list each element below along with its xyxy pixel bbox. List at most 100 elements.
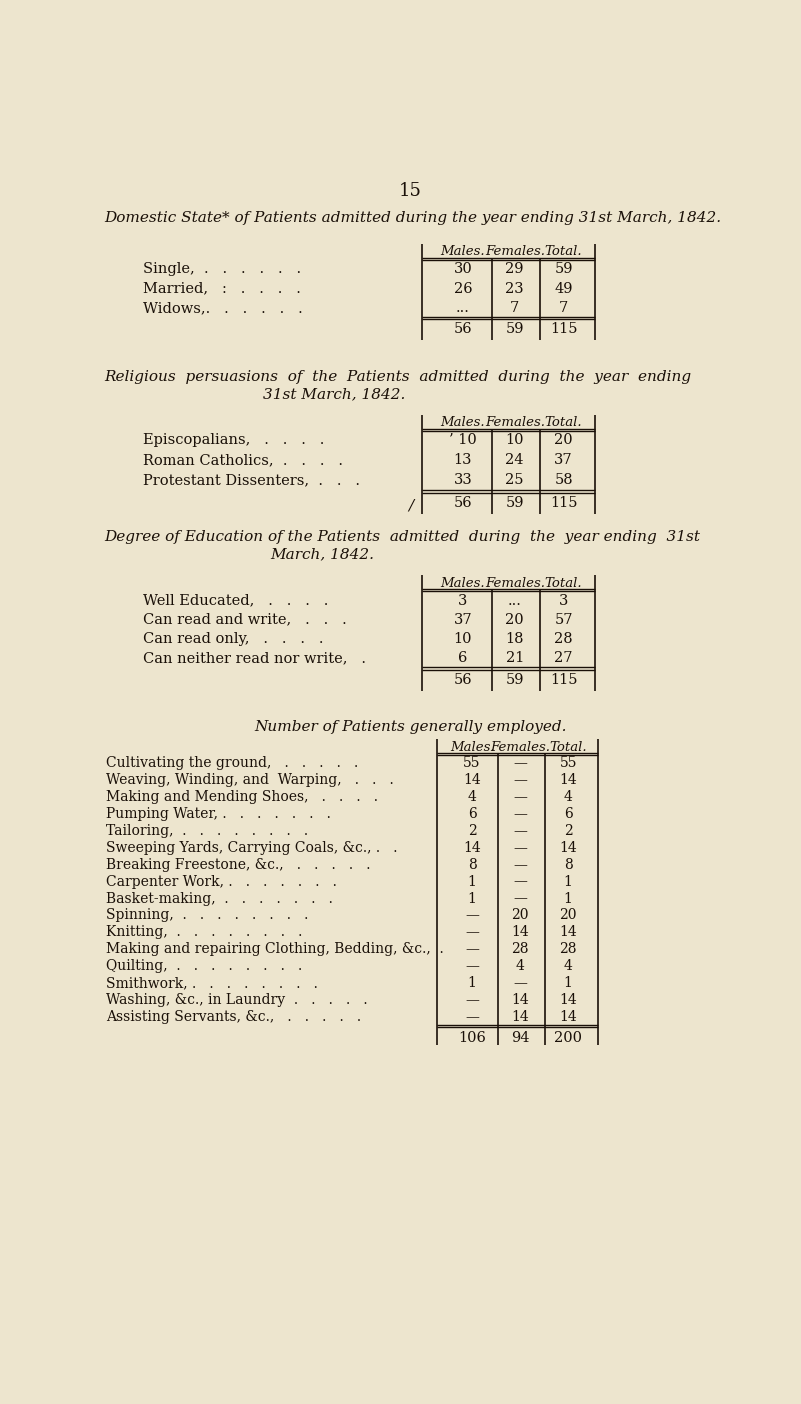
Text: Spinning,  .   .   .   .   .   .   .   .: Spinning, . . . . . . . .: [107, 908, 308, 922]
Text: Roman Catholics,  .   .   .   .: Roman Catholics, . . . .: [143, 453, 343, 468]
Text: Breaking Freestone, &c.,   .   .   .   .   .: Breaking Freestone, &c., . . . . .: [107, 858, 371, 872]
Text: 55: 55: [559, 755, 577, 769]
Text: Basket-making,  .   .   .   .   .   .   .: Basket-making, . . . . . . .: [107, 892, 333, 906]
Text: 28: 28: [559, 942, 577, 956]
Text: 1: 1: [468, 875, 477, 889]
Text: 4: 4: [516, 959, 525, 973]
Text: ...: ...: [456, 300, 469, 314]
Text: 20: 20: [554, 434, 573, 448]
Text: 2: 2: [564, 824, 573, 838]
Text: 115: 115: [549, 496, 578, 510]
Text: 8: 8: [468, 858, 477, 872]
Text: 115: 115: [549, 673, 578, 687]
Text: —: —: [513, 976, 527, 990]
Text: —: —: [465, 925, 479, 939]
Text: Females.: Females.: [490, 740, 550, 754]
Text: —: —: [513, 755, 527, 769]
Text: —: —: [513, 774, 527, 786]
Text: 6: 6: [564, 807, 573, 821]
Text: 1: 1: [564, 875, 573, 889]
Text: Domestic State* of Patients admitted during the year ending 31st March, 1842.: Domestic State* of Patients admitted dur…: [104, 211, 721, 225]
Text: Degree of Education of the Patients  admitted  during  the  year ending  31st: Degree of Education of the Patients admi…: [104, 531, 700, 545]
Text: Weaving, Winding, and  Warping,   .   .   .: Weaving, Winding, and Warping, . . .: [107, 774, 394, 786]
Text: —: —: [513, 807, 527, 821]
Text: 6: 6: [458, 651, 468, 665]
Text: 4: 4: [468, 790, 477, 804]
Text: —: —: [465, 942, 479, 956]
Text: —: —: [513, 875, 527, 889]
Text: /: /: [408, 498, 413, 512]
Text: 3: 3: [559, 594, 568, 608]
Text: 14: 14: [559, 925, 577, 939]
Text: Making and Mending Shoes,   .   .   .   .: Making and Mending Shoes, . . . .: [107, 790, 378, 804]
Text: —: —: [465, 908, 479, 922]
Text: 59: 59: [505, 323, 524, 337]
Text: 106: 106: [458, 1031, 486, 1045]
Text: Religious  persuasions  of  the  Patients  admitted  during  the  year  ending: Religious persuasions of the Patients ad…: [104, 371, 691, 385]
Text: 33: 33: [453, 473, 473, 487]
Text: Assisting Servants, &c.,   .   .   .   .   .: Assisting Servants, &c., . . . . .: [107, 1009, 361, 1024]
Text: 115: 115: [549, 323, 578, 337]
Text: 56: 56: [453, 323, 472, 337]
Text: Smithwork, .   .   .   .   .   .   .   .: Smithwork, . . . . . . . .: [107, 976, 318, 990]
Text: 200: 200: [554, 1031, 582, 1045]
Text: Males.: Males.: [450, 740, 494, 754]
Text: 55: 55: [463, 755, 481, 769]
Text: 27: 27: [554, 651, 573, 665]
Text: 37: 37: [554, 453, 573, 468]
Text: Carpenter Work, .   .   .   .   .   .   .: Carpenter Work, . . . . . . .: [107, 875, 337, 889]
Text: —: —: [513, 790, 527, 804]
Text: 2: 2: [468, 824, 477, 838]
Text: 15: 15: [399, 183, 421, 201]
Text: 20: 20: [559, 908, 577, 922]
Text: —: —: [513, 892, 527, 906]
Text: 10: 10: [505, 434, 524, 448]
Text: 20: 20: [505, 612, 524, 626]
Text: ’ 10: ’ 10: [449, 434, 477, 448]
Text: —: —: [465, 959, 479, 973]
Text: 59: 59: [554, 263, 573, 277]
Text: Females.: Females.: [485, 246, 545, 258]
Text: Cultivating the ground,   .   .   .   .   .: Cultivating the ground, . . . . .: [107, 755, 359, 769]
Text: Females.: Females.: [485, 577, 545, 590]
Text: 94: 94: [511, 1031, 529, 1045]
Text: 25: 25: [505, 473, 524, 487]
Text: March, 1842.: March, 1842.: [271, 548, 375, 562]
Text: Sweeping Yards, Carrying Coals, &c., .   .: Sweeping Yards, Carrying Coals, &c., . .: [107, 841, 398, 855]
Text: 4: 4: [564, 959, 573, 973]
Text: 6: 6: [468, 807, 477, 821]
Text: Pumping Water, .   .   .   .   .   .   .: Pumping Water, . . . . . . .: [107, 807, 331, 821]
Text: 21: 21: [505, 651, 524, 665]
Text: 37: 37: [453, 612, 472, 626]
Text: Males.: Males.: [441, 417, 485, 430]
Text: 23: 23: [505, 282, 524, 296]
Text: —: —: [513, 858, 527, 872]
Text: 28: 28: [511, 942, 529, 956]
Text: —: —: [513, 841, 527, 855]
Text: Married,   :   .   .   .   .: Married, : . . . .: [143, 282, 300, 296]
Text: 7: 7: [559, 300, 568, 314]
Text: Single,  .   .   .   .   .   .: Single, . . . . . .: [143, 263, 301, 277]
Text: Females.: Females.: [485, 417, 545, 430]
Text: —: —: [513, 824, 527, 838]
Text: 18: 18: [505, 632, 524, 646]
Text: 14: 14: [511, 925, 529, 939]
Text: 14: 14: [559, 1009, 577, 1024]
Text: 14: 14: [463, 774, 481, 786]
Text: 14: 14: [463, 841, 481, 855]
Text: 59: 59: [505, 496, 524, 510]
Text: ...: ...: [508, 594, 521, 608]
Text: Males.: Males.: [441, 246, 485, 258]
Text: Quilting,  .   .   .   .   .   .   .   .: Quilting, . . . . . . . .: [107, 959, 303, 973]
Text: 20: 20: [511, 908, 529, 922]
Text: Total.: Total.: [545, 577, 582, 590]
Text: 29: 29: [505, 263, 524, 277]
Text: 26: 26: [453, 282, 472, 296]
Text: 10: 10: [453, 632, 472, 646]
Text: Tailoring,  .   .   .   .   .   .   .   .: Tailoring, . . . . . . . .: [107, 824, 308, 838]
Text: Well Educated,   .   .   .   .: Well Educated, . . . .: [143, 594, 328, 608]
Text: 28: 28: [554, 632, 573, 646]
Text: 14: 14: [511, 1009, 529, 1024]
Text: Males.: Males.: [441, 577, 485, 590]
Text: 57: 57: [554, 612, 573, 626]
